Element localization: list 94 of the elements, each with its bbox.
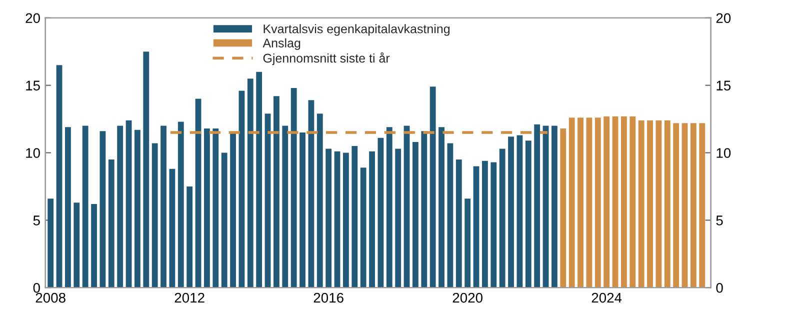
- bar: [421, 131, 428, 288]
- bar: [169, 168, 176, 288]
- bar: [152, 143, 158, 288]
- bar: [560, 128, 566, 288]
- bar: [334, 151, 340, 288]
- bar: [195, 98, 202, 288]
- bar: [404, 126, 410, 288]
- bar: [378, 138, 384, 288]
- legend-label: Gjennomsnitt siste ti år: [263, 52, 390, 66]
- bar: [508, 136, 514, 288]
- bar: [221, 152, 228, 288]
- bar: [682, 123, 688, 288]
- bar: [612, 116, 618, 288]
- bar: [134, 130, 140, 288]
- bar: [447, 143, 454, 288]
- bar: [65, 127, 71, 288]
- bar: [274, 96, 280, 288]
- bar: [326, 148, 332, 288]
- legend-label: Kvartalsvis egenkapitalavkastning: [264, 24, 450, 36]
- bar: [82, 126, 88, 288]
- bar: [238, 90, 245, 288]
- y2-tick-label: 5: [716, 216, 723, 226]
- y2-tick-label: 15: [716, 80, 731, 90]
- bar: [594, 118, 601, 288]
- bar: [300, 132, 306, 288]
- bar: [464, 198, 471, 288]
- y-tick-label: 15: [26, 80, 40, 90]
- bar: [604, 116, 610, 288]
- bar: [586, 118, 592, 288]
- y-tick-label: 10: [26, 148, 40, 158]
- bar: [673, 123, 680, 288]
- bar: [352, 146, 358, 288]
- bar: [230, 132, 236, 288]
- bar: [482, 160, 488, 288]
- bar: [48, 198, 54, 288]
- bar: [160, 126, 166, 288]
- bar: [360, 168, 366, 288]
- bar: [664, 120, 670, 288]
- bar: [430, 86, 436, 288]
- bar: [395, 148, 402, 288]
- bar: [578, 118, 584, 288]
- bar: [499, 148, 506, 288]
- bar: [630, 116, 636, 288]
- bar: [552, 126, 558, 288]
- x-tick-label: 2024: [592, 292, 622, 303]
- y-tick-label: 20: [26, 13, 40, 24]
- x-tick-label: 2016: [314, 292, 344, 303]
- bar: [117, 126, 124, 288]
- x-tick-label: 2020: [452, 292, 482, 303]
- bar: [699, 123, 706, 288]
- bar: [456, 159, 462, 288]
- bar: [369, 151, 375, 288]
- bar: [568, 118, 575, 288]
- bar: [204, 128, 210, 288]
- bar: [282, 126, 288, 288]
- bar: [91, 204, 97, 288]
- bar: [108, 159, 114, 288]
- bar: [542, 126, 549, 288]
- bar: [186, 186, 193, 288]
- bar: [438, 127, 444, 288]
- bar: [621, 116, 627, 288]
- x-tick-label: 2012: [174, 292, 204, 303]
- bar: [638, 120, 644, 288]
- y-tick-label: 5: [33, 216, 40, 226]
- bar: [212, 128, 219, 288]
- y2-tick-label: 10: [716, 148, 731, 158]
- bar: [74, 202, 80, 288]
- y2-tick-label: 0: [716, 282, 723, 293]
- bar: [473, 166, 480, 288]
- bar: [316, 114, 323, 288]
- bar: [386, 127, 392, 288]
- y-tick-label: 0: [33, 282, 40, 293]
- bar: [178, 122, 184, 288]
- bar: [690, 123, 696, 288]
- bar: [308, 100, 314, 288]
- legend-label: Anslag: [262, 38, 300, 50]
- bar: [56, 65, 62, 288]
- bar: [264, 114, 271, 288]
- bar: [100, 131, 106, 288]
- bar: [647, 120, 653, 288]
- bar: [143, 52, 150, 288]
- bar: [412, 142, 418, 288]
- bar: [534, 124, 540, 288]
- bar: [290, 88, 297, 288]
- bar: [126, 120, 132, 288]
- bar: [343, 152, 349, 288]
- bar: [525, 140, 532, 288]
- bar: [256, 72, 262, 288]
- bar: [490, 162, 497, 288]
- y2-tick-label: 20: [716, 13, 731, 24]
- x-tick-label: 2008: [36, 292, 66, 303]
- bar: [247, 78, 254, 288]
- bar: [656, 120, 662, 288]
- bar: [516, 135, 523, 288]
